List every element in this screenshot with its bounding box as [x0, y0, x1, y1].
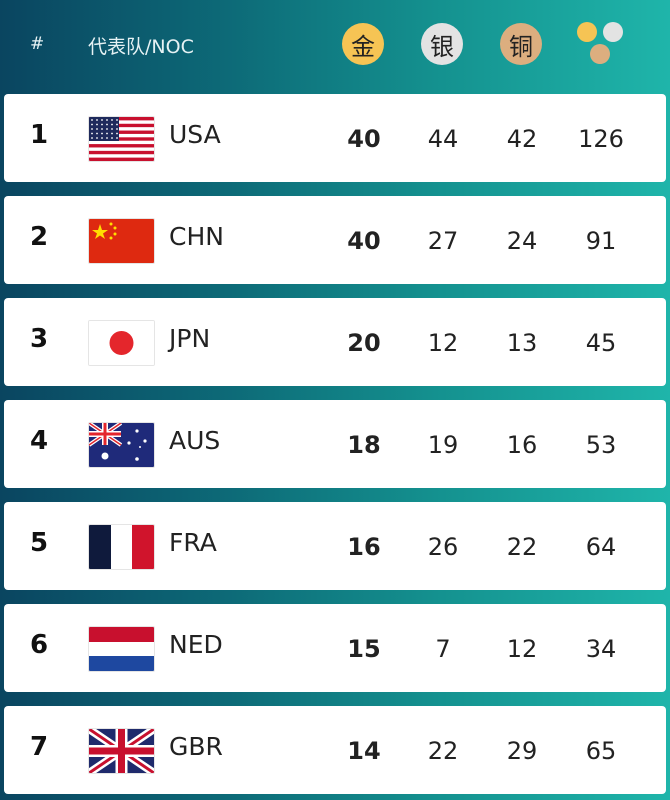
table-header: # 代表队/NOC 金 银 铜 [0, 0, 670, 90]
table-row[interactable]: 6 NED 15 7 12 34 [4, 604, 666, 692]
noc-name[interactable]: FRA [169, 528, 217, 557]
silver-medal-icon[interactable]: 银 [421, 23, 463, 65]
table-row[interactable]: 1 USA 40 44 42 126 [4, 94, 666, 182]
table-row[interactable]: 2 CHN 40 27 24 91 [4, 196, 666, 284]
silver-count: 44 [427, 125, 459, 153]
bronze-count: 29 [506, 737, 538, 765]
silver-count: 19 [427, 431, 459, 459]
noc-name[interactable]: AUS [169, 426, 221, 455]
bronze-medal-icon[interactable]: 铜 [500, 23, 542, 65]
rank: 3 [30, 324, 49, 354]
rank: 6 [30, 630, 49, 660]
rank: 2 [30, 222, 49, 252]
flag-fra-icon [88, 524, 155, 570]
silver-count: 12 [427, 329, 459, 357]
bronze-count: 13 [506, 329, 538, 357]
table-row[interactable]: 5 FRA 16 26 22 64 [4, 502, 666, 590]
total-count: 126 [578, 125, 624, 153]
flag-aus-icon [88, 422, 155, 468]
total-count: 65 [585, 737, 617, 765]
rank: 7 [30, 732, 49, 762]
total-count: 45 [585, 329, 617, 357]
total-count: 53 [585, 431, 617, 459]
noc-header: 代表队/NOC [88, 36, 194, 58]
silver-count: 22 [427, 737, 459, 765]
total-count: 64 [585, 533, 617, 561]
gold-count: 15 [347, 635, 381, 663]
flag-usa-icon [88, 116, 155, 162]
bronze-count: 22 [506, 533, 538, 561]
noc-name[interactable]: JPN [169, 324, 211, 353]
flag-jpn-icon [88, 320, 155, 366]
gold-count: 20 [347, 329, 381, 357]
noc-name[interactable]: GBR [169, 732, 223, 761]
table-row[interactable]: 4 AUS 18 19 16 53 [4, 400, 666, 488]
bronze-count: 24 [506, 227, 538, 255]
bronze-count: 12 [506, 635, 538, 663]
table-row[interactable]: 7 GBR 14 22 29 65 [4, 706, 666, 794]
rank-header: # [30, 34, 45, 54]
rank: 1 [30, 120, 49, 150]
gold-count: 40 [347, 125, 381, 153]
silver-count: 26 [427, 533, 459, 561]
medals-total-icon[interactable] [577, 22, 627, 68]
noc-name[interactable]: USA [169, 120, 221, 149]
gold-medal-icon[interactable]: 金 [342, 23, 384, 65]
gold-count: 40 [347, 227, 381, 255]
flag-ned-icon [88, 626, 155, 672]
bronze-count: 42 [506, 125, 538, 153]
flag-chn-icon [88, 218, 155, 264]
bronze-count: 16 [506, 431, 538, 459]
noc-name[interactable]: NED [169, 630, 223, 659]
table-row[interactable]: 3 JPN 20 12 13 45 [4, 298, 666, 386]
gold-count: 14 [347, 737, 381, 765]
flag-gbr-icon [88, 728, 155, 774]
silver-count: 7 [435, 635, 451, 663]
total-count: 91 [585, 227, 617, 255]
rank: 4 [30, 426, 49, 456]
rank: 5 [30, 528, 49, 558]
noc-name[interactable]: CHN [169, 222, 224, 251]
total-count: 34 [585, 635, 617, 663]
gold-count: 16 [347, 533, 381, 561]
gold-count: 18 [347, 431, 381, 459]
silver-count: 27 [427, 227, 459, 255]
